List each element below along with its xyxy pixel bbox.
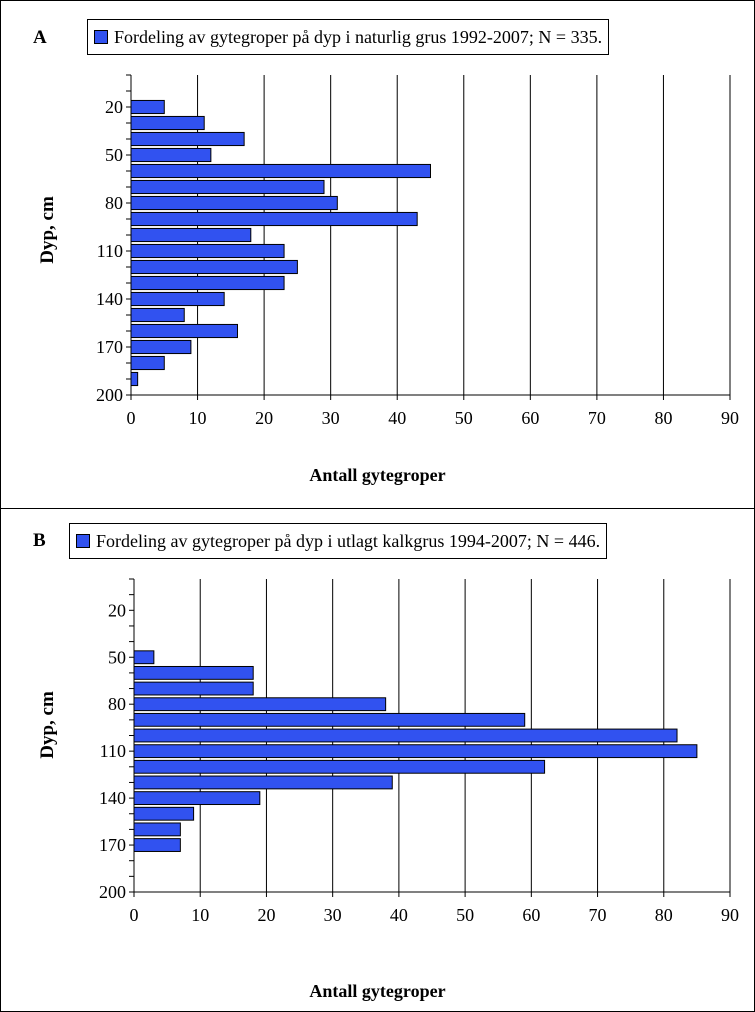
y-tick-label: 110 — [100, 741, 126, 761]
x-tick-label: 40 — [390, 905, 408, 925]
x-tick-label: 0 — [127, 408, 136, 428]
x-tick-label: 20 — [257, 905, 275, 925]
x-tick-label: 70 — [588, 408, 606, 428]
bar — [133, 806, 195, 821]
x-tick-label: 60 — [522, 905, 540, 925]
y-axis-label: Dyp, cm — [37, 691, 58, 759]
panel-b: B Fordeling av gytegroper på dyp i utlag… — [0, 508, 755, 1012]
y-tick-label: 140 — [99, 788, 126, 808]
x-tick-label: 90 — [721, 905, 739, 925]
bar — [130, 131, 245, 147]
bar — [130, 227, 252, 243]
y-tick-label: 50 — [105, 145, 123, 165]
x-tick-label: 80 — [655, 905, 673, 925]
bar — [130, 211, 418, 227]
bar — [133, 775, 393, 790]
legend-text: Fordeling av gytegroper på dyp i naturli… — [114, 26, 603, 47]
legend-text: Fordeling av gytegroper på dyp i utlagt … — [96, 530, 601, 551]
bar — [133, 728, 678, 743]
y-tick-label: 80 — [108, 694, 126, 714]
y-tick-label: 80 — [105, 193, 123, 213]
bar — [133, 744, 698, 759]
y-tick-label: 110 — [97, 241, 123, 261]
x-tick-label: 50 — [455, 408, 473, 428]
x-tick-label: 10 — [189, 408, 207, 428]
bar — [130, 195, 338, 211]
bar — [130, 371, 139, 387]
legend-swatch — [76, 534, 90, 548]
bar — [133, 838, 181, 852]
y-tick-label: 140 — [96, 289, 123, 309]
x-tick-label: 20 — [255, 408, 273, 428]
y-axis-label: Dyp, cm — [37, 196, 58, 264]
panel-a: A Fordeling av gytegroper på dyp i natur… — [0, 0, 755, 509]
bar — [133, 665, 254, 680]
bar — [130, 179, 325, 195]
y-tick-label: 200 — [96, 385, 123, 405]
bar — [133, 759, 546, 774]
bar — [130, 355, 165, 371]
bar — [130, 259, 298, 275]
legend: Fordeling av gytegroper på dyp i naturli… — [87, 19, 610, 55]
bar — [130, 291, 225, 307]
bar — [130, 307, 185, 323]
bar — [133, 681, 254, 696]
bar — [133, 712, 526, 727]
legend: Fordeling av gytegroper på dyp i utlagt … — [69, 523, 608, 559]
y-tick-label: 20 — [108, 600, 126, 620]
x-tick-label: 50 — [456, 905, 474, 925]
x-tick-label: 40 — [388, 408, 406, 428]
panel-label: B — [33, 530, 46, 551]
bar — [133, 822, 181, 837]
y-tick-label: 200 — [99, 882, 126, 902]
bar — [133, 791, 261, 806]
bar — [130, 163, 431, 179]
bar — [130, 275, 285, 291]
legend-swatch — [94, 30, 108, 44]
y-tick-label: 50 — [108, 647, 126, 667]
x-tick-label: 70 — [589, 905, 607, 925]
x-tick-label: 30 — [322, 408, 340, 428]
x-tick-label: 90 — [721, 408, 739, 428]
bar — [133, 697, 387, 712]
bar — [130, 243, 285, 259]
x-tick-label: 60 — [521, 408, 539, 428]
x-tick-label: 10 — [191, 905, 209, 925]
bar — [130, 99, 165, 115]
bar — [130, 323, 238, 339]
y-tick-label: 170 — [99, 835, 126, 855]
bar — [133, 650, 155, 665]
x-axis-label: Antall gytegroper — [309, 981, 446, 1001]
x-tick-label: 0 — [130, 905, 139, 925]
x-tick-label: 80 — [654, 408, 672, 428]
bar — [130, 115, 205, 131]
y-tick-label: 20 — [105, 97, 123, 117]
bar — [130, 339, 192, 355]
bar — [130, 147, 212, 163]
panel-label: A — [33, 27, 47, 48]
x-tick-label: 30 — [324, 905, 342, 925]
x-axis-label: Antall gytegroper — [309, 465, 446, 485]
y-tick-label: 170 — [96, 337, 123, 357]
